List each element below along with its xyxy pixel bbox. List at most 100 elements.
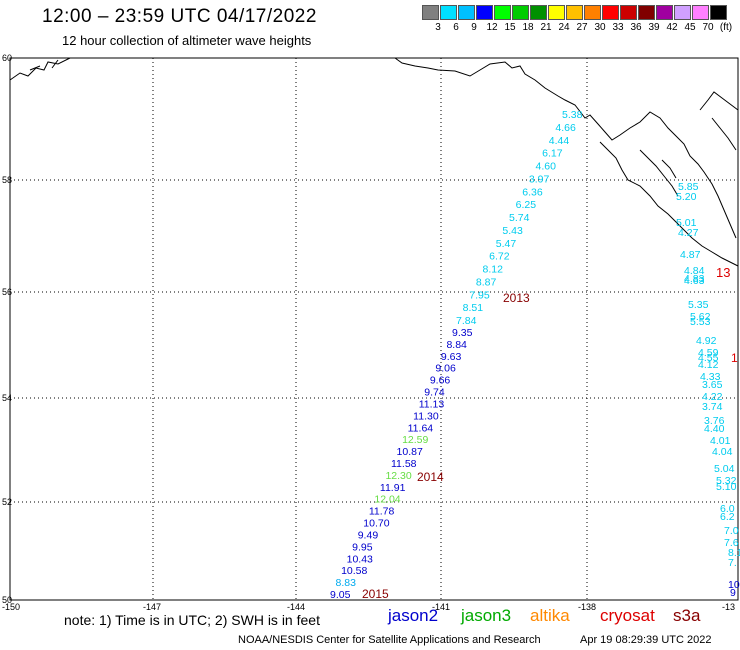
wave-height-value: 8.83 [336,577,357,589]
units-note: note: 1) Time is in UTC; 2) SWH is in fe… [64,612,320,628]
wave-height-value: 4.66 [555,122,576,134]
altimeter-tracks: 5.384.664.446.174.603.976.366.255.745.43… [330,109,740,601]
legend-label: 27 [576,22,588,33]
satellite-jason2-label: jason2 [388,606,439,625]
wave-height-value: 8.1 [728,547,740,559]
wave-height-value: 4.04 [712,446,733,458]
wave-height-value: 9.35 [452,327,473,339]
page-subtitle: 12 hour collection of altimeter wave hei… [62,33,312,48]
wave-height-value: 4.84 [684,265,705,277]
legend-label: 6 [453,22,459,33]
wave-height-value: 5.35 [688,299,709,311]
wave-height-value: 12.30 [385,470,411,482]
legend-swatch [584,5,601,20]
wave-height-value: 4.55 [698,352,719,364]
wave-height-value: 8.87 [476,276,497,288]
coastline [9,57,739,267]
wave-height-value: 12.04 [374,494,400,506]
legend-label: (ft) [719,22,733,33]
legend-swatch [548,5,565,20]
wave-height-value: 5.01 [676,217,697,229]
wave-height-value: 9 [730,587,736,599]
map-frame [9,57,739,601]
wave-height-value: 4.83 [684,273,705,285]
track-id-label: 2013 [503,291,530,305]
wave-height-value: 6.36 [522,186,543,198]
wave-height-value: 10.43 [347,553,373,565]
wave-height-value: 5.85 [678,181,699,193]
legend-swatch [692,5,709,20]
legend-label: 45 [684,22,696,33]
wave-height-value: 6.17 [542,148,563,160]
wave-height-value: 7.95 [469,289,490,301]
wave-height-value: 5.43 [502,225,523,237]
wave-height-value: 11.30 [413,410,439,422]
wave-height-value: 3.76 [704,415,725,427]
wave-height-value: 9.06 [435,363,456,375]
legend-swatch [620,5,637,20]
legend-label: 12 [486,22,498,33]
wave-height-value: 5.38 [562,109,583,121]
legend-swatch [440,5,457,20]
axis-labels: 60 58 56 54 52 50-150 -147 -144 -141 -138 -13 [2,53,735,612]
track-id-label: 1 [731,351,738,365]
wave-height-value: 4.22 [702,391,723,403]
wave-height-value: 6.72 [489,251,510,263]
credit-line: NOAA/NESDIS Center for Satellite Applica… [238,634,541,646]
longitude-label: -144 [287,602,305,612]
wave-height-value: 7.0 [724,525,739,537]
track-id-label: 2014 [417,470,444,484]
latitude-label: 54 [2,393,12,403]
legend-swatch [638,5,655,20]
wave-height-value: 4.40 [704,423,725,435]
legend-swatch [656,5,673,20]
wave-height-value: 9.05 [330,589,351,601]
wave-height-value: 8.12 [483,264,504,276]
wave-height-value: 6.2 [720,511,735,523]
wave-height-value: 9.95 [352,541,373,553]
wave-height-value: 3.97 [529,173,550,185]
wave-height-value: 5.53 [690,316,711,328]
legend-label: 70 [702,22,714,33]
legend-swatch [512,5,529,20]
wave-height-value: 4.01 [710,435,731,447]
track-id-label: 13 [716,265,730,280]
longitude-label: -147 [143,602,161,612]
latitude-label: 58 [2,175,12,185]
satellite-jason3-label: jason3 [461,606,512,625]
legend-swatch [602,5,619,20]
wave-height-value: 9.74 [424,387,445,399]
wave-height-value: 9.49 [358,529,379,541]
wave-height-value: 11.58 [391,458,417,470]
latitude-label: 52 [2,497,12,507]
satellite-altika-label: altika [530,606,570,625]
legend-label: 24 [558,22,570,33]
wave-height-value: 5.20 [676,191,697,203]
generated-timestamp: Apr 19 08:29:39 UTC 2022 [580,634,712,646]
wave-height-value: 4.60 [536,161,557,173]
legend-label: 9 [471,22,477,33]
wave-height-value: 7.6 [724,537,739,549]
legend-swatch [566,5,583,20]
wave-height-value: 11.13 [419,398,445,410]
wave-height-value: 7. [728,557,737,569]
page-title: 12:00 – 23:59 UTC 04/17/2022 [42,6,317,27]
wave-height-value: 8.51 [463,302,484,314]
wave-height-value: 10.58 [341,565,367,577]
wave-height-value: 4.87 [680,249,701,261]
wave-height-value: 4.63 [684,275,705,287]
wave-height-value: 4.59 [698,347,719,359]
wave-height-value: 4.44 [549,135,570,147]
wave-height-value: 4.33 [700,371,721,383]
wave-height-value: 11.64 [408,422,434,434]
latitude-label: 50 [2,595,12,605]
satellite-cryosat-label: cryosat [600,606,655,625]
wave-height-value: 3.65 [702,379,723,391]
legend-swatch [530,5,547,20]
wave-height-value: 11.78 [369,506,395,518]
wave-height-value: 9.66 [430,375,451,387]
legend-label: 42 [666,22,678,33]
wave-height-value: 10.70 [363,518,389,530]
wave-height-value: 12.59 [402,434,428,446]
